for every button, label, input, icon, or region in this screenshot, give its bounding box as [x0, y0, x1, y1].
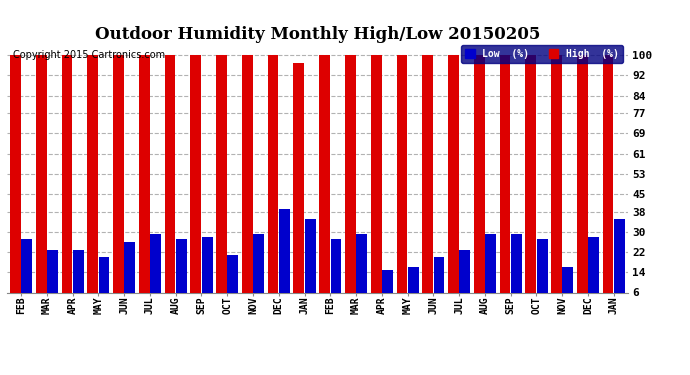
Bar [293, 63, 304, 308]
Bar [305, 219, 315, 308]
Bar [551, 55, 562, 308]
Bar [279, 209, 290, 308]
Text: Copyright 2015 Cartronics.com: Copyright 2015 Cartronics.com [13, 50, 165, 60]
Bar [562, 267, 573, 308]
Bar [190, 55, 201, 308]
Bar [474, 55, 484, 308]
Title: Outdoor Humidity Monthly High/Low 20150205: Outdoor Humidity Monthly High/Low 201502… [95, 27, 540, 44]
Bar [433, 257, 444, 307]
Bar [165, 55, 175, 308]
Bar [268, 55, 279, 308]
Bar [371, 55, 382, 308]
Bar [485, 234, 496, 308]
Bar [150, 234, 161, 308]
Bar [216, 55, 227, 308]
Bar [511, 234, 522, 308]
Bar [537, 240, 547, 308]
Bar [382, 270, 393, 308]
Bar [460, 250, 470, 308]
Bar [10, 55, 21, 308]
Bar [253, 234, 264, 308]
Bar [201, 237, 213, 308]
Bar [47, 250, 58, 308]
Legend: Low  (%), High  (%): Low (%), High (%) [461, 45, 623, 63]
Bar [124, 242, 135, 308]
Bar [61, 55, 72, 308]
Bar [356, 234, 367, 308]
Bar [228, 255, 238, 308]
Bar [113, 55, 124, 308]
Bar [588, 237, 599, 308]
Bar [176, 240, 187, 308]
Bar [242, 55, 253, 308]
Bar [139, 55, 150, 308]
Bar [577, 55, 588, 308]
Bar [99, 257, 110, 307]
Bar [602, 55, 613, 308]
Bar [331, 240, 342, 308]
Bar [319, 55, 330, 308]
Bar [525, 55, 536, 308]
Bar [345, 55, 356, 308]
Bar [21, 240, 32, 308]
Bar [614, 219, 625, 308]
Bar [500, 55, 511, 308]
Bar [88, 55, 98, 308]
Bar [448, 55, 459, 308]
Bar [73, 250, 83, 308]
Bar [36, 55, 47, 308]
Bar [397, 55, 407, 308]
Bar [408, 267, 419, 308]
Bar [422, 55, 433, 308]
